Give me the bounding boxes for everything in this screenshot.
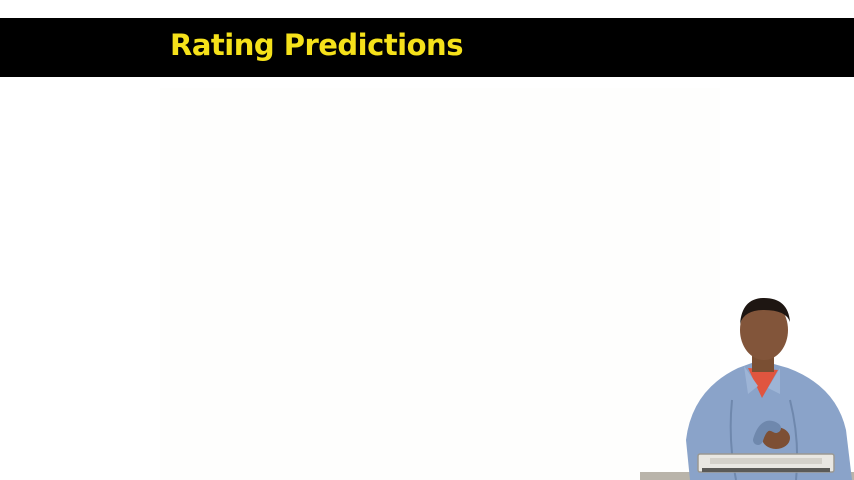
presenter-head: [740, 300, 788, 360]
presenter-undershirt: [748, 368, 778, 398]
slide-title: Rating Predictions: [170, 28, 463, 62]
presenter-hair: [740, 298, 790, 324]
presenter-video-figure: [640, 298, 854, 480]
presenter-shirt: [686, 360, 852, 480]
slide-title-bar: Rating Predictions: [0, 18, 854, 77]
slide-content-area: [160, 88, 720, 480]
presenter-hand: [762, 427, 790, 449]
